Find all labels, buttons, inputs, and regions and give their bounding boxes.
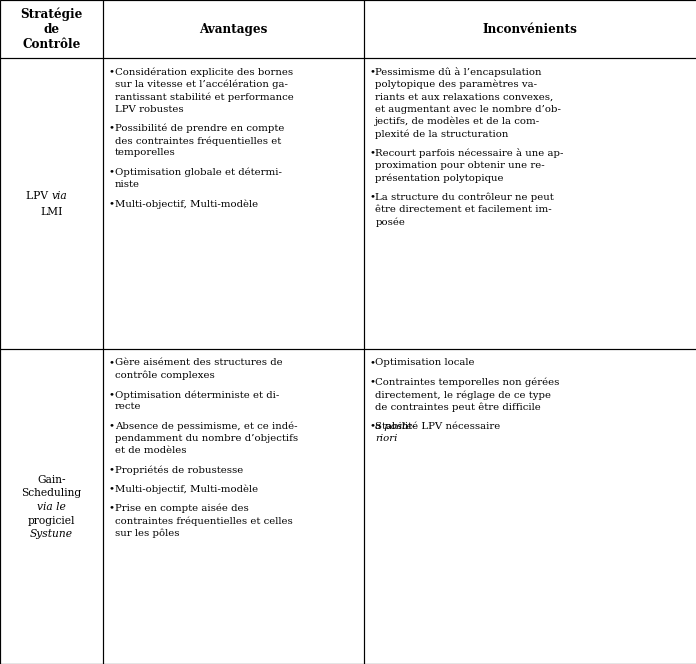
Text: Recourt parfois nécessaire à une ap-: Recourt parfois nécessaire à une ap- xyxy=(375,149,563,158)
Text: LMI: LMI xyxy=(40,207,63,216)
Text: Scheduling: Scheduling xyxy=(22,488,81,498)
Text: •: • xyxy=(369,193,375,201)
Text: de contraintes peut être difficile: de contraintes peut être difficile xyxy=(375,402,540,412)
Text: Multi-objectif, Multi-modèle: Multi-objectif, Multi-modèle xyxy=(115,484,258,494)
Text: présentation polytopique: présentation polytopique xyxy=(375,173,503,183)
Text: rantissant stabilité et performance: rantissant stabilité et performance xyxy=(115,92,293,102)
Text: niste: niste xyxy=(115,180,139,189)
Text: pendamment du nombre d’objectifs: pendamment du nombre d’objectifs xyxy=(115,434,297,443)
Text: Contraintes temporelles non gérées: Contraintes temporelles non gérées xyxy=(375,377,559,387)
Text: via le: via le xyxy=(37,501,66,512)
Text: •: • xyxy=(109,68,115,76)
Text: Multi-objectif, Multi-modèle: Multi-objectif, Multi-modèle xyxy=(115,199,258,208)
Text: Pessimisme dû à l’encapsulation: Pessimisme dû à l’encapsulation xyxy=(375,68,541,77)
Text: Inconvénients: Inconvénients xyxy=(482,23,577,36)
Text: temporelles: temporelles xyxy=(115,149,175,157)
Text: contrôle complexes: contrôle complexes xyxy=(115,371,214,380)
Text: •: • xyxy=(369,422,375,430)
Text: •: • xyxy=(109,503,115,513)
Text: Possibilité de prendre en compte: Possibilité de prendre en compte xyxy=(115,124,284,133)
Text: Optimisation globale et détermi-: Optimisation globale et détermi- xyxy=(115,167,281,177)
Text: et augmentant avec le nombre d’ob-: et augmentant avec le nombre d’ob- xyxy=(375,104,560,114)
Text: Optimisation déterministe et di-: Optimisation déterministe et di- xyxy=(115,390,278,399)
Text: •: • xyxy=(369,377,375,386)
Text: La structure du contrôleur ne peut: La structure du contrôleur ne peut xyxy=(375,193,553,202)
Text: recte: recte xyxy=(115,402,141,411)
Text: Optimisation locale: Optimisation locale xyxy=(375,359,474,367)
Text: •: • xyxy=(109,199,115,208)
Text: Prise en compte aisée des: Prise en compte aisée des xyxy=(115,503,248,513)
Text: via: via xyxy=(52,191,68,201)
Text: •: • xyxy=(109,359,115,367)
Text: Gère aisément des structures de: Gère aisément des structures de xyxy=(115,359,282,367)
Text: Considération explicite des bornes: Considération explicite des bornes xyxy=(115,68,292,77)
Text: •: • xyxy=(109,422,115,430)
Text: être directement et facilement im-: être directement et facilement im- xyxy=(375,205,551,214)
Text: •: • xyxy=(109,167,115,177)
Text: jectifs, de modèles et de la com-: jectifs, de modèles et de la com- xyxy=(375,117,539,126)
Text: Gain-: Gain- xyxy=(37,474,66,484)
Text: •: • xyxy=(369,149,375,157)
Text: •: • xyxy=(109,465,115,474)
Text: •: • xyxy=(109,124,115,133)
Text: •: • xyxy=(109,484,115,493)
Text: Systune: Systune xyxy=(30,529,73,539)
Text: et de modèles: et de modèles xyxy=(115,446,186,455)
Text: •: • xyxy=(109,390,115,399)
Text: •: • xyxy=(369,359,375,367)
Text: Absence de pessimisme, et ce indé-: Absence de pessimisme, et ce indé- xyxy=(115,422,296,431)
Text: riori: riori xyxy=(375,434,397,443)
Text: Avantages: Avantages xyxy=(199,23,267,36)
Text: a poste-: a poste- xyxy=(375,422,416,430)
Text: polytopique des paramètres va-: polytopique des paramètres va- xyxy=(375,80,537,90)
Text: LPV robustes: LPV robustes xyxy=(115,104,183,114)
Text: •: • xyxy=(369,68,375,76)
Text: progiciel: progiciel xyxy=(28,515,75,525)
Text: Stratégie
de
Contrôle: Stratégie de Contrôle xyxy=(20,7,83,51)
Text: riants et aux relaxations convexes,: riants et aux relaxations convexes, xyxy=(375,92,553,101)
Text: proximation pour obtenir une re-: proximation pour obtenir une re- xyxy=(375,161,544,170)
Text: directement, le réglage de ce type: directement, le réglage de ce type xyxy=(375,390,551,399)
Text: contraintes fréquentielles et celles: contraintes fréquentielles et celles xyxy=(115,516,292,525)
Text: Propriétés de robustesse: Propriétés de robustesse xyxy=(115,465,243,475)
Text: sur la vitesse et l’accélération ga-: sur la vitesse et l’accélération ga- xyxy=(115,80,287,90)
Text: posée: posée xyxy=(375,217,404,226)
Text: sur les pôles: sur les pôles xyxy=(115,529,179,538)
Text: Stabilité LPV nécessaire: Stabilité LPV nécessaire xyxy=(375,422,503,430)
Text: des contraintes fréquentielles et: des contraintes fréquentielles et xyxy=(115,136,280,145)
Text: LPV: LPV xyxy=(26,191,52,201)
Text: plexité de la structuration: plexité de la structuration xyxy=(375,129,508,139)
